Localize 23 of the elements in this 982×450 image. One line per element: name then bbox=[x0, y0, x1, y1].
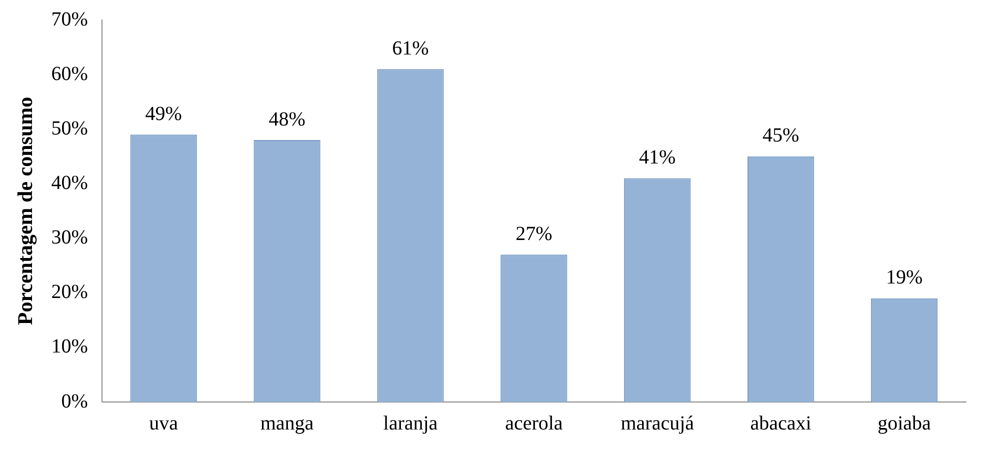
y-tick-label: 50% bbox=[51, 117, 88, 140]
x-tick-label: laranja bbox=[383, 412, 438, 434]
x-tick-label: manga bbox=[260, 412, 314, 434]
data-label: 27% bbox=[516, 222, 552, 245]
y-tick-label: 10% bbox=[51, 336, 88, 358]
y-tick-label: 60% bbox=[51, 62, 88, 85]
x-tick-label: uva bbox=[149, 412, 178, 434]
data-label: 41% bbox=[639, 146, 676, 169]
x-tick-label: maracujá bbox=[620, 412, 694, 434]
y-tick-label: 20% bbox=[51, 281, 88, 304]
x-tick-label: abacaxi bbox=[750, 412, 812, 434]
y-tick-label: 0% bbox=[61, 390, 88, 412]
data-label: 49% bbox=[145, 102, 182, 125]
y-axis-title: Porcentagem de consumo bbox=[13, 96, 38, 326]
data-label: 45% bbox=[762, 124, 800, 147]
data-label: 48% bbox=[268, 108, 306, 130]
y-tick-label: 40% bbox=[51, 172, 88, 194]
data-label: 61% bbox=[392, 37, 429, 60]
y-tick-label: 70% bbox=[51, 8, 88, 30]
x-tick-label: acerola bbox=[505, 412, 563, 434]
x-tick-label: goiaba bbox=[878, 412, 932, 434]
data-label: 19% bbox=[886, 266, 923, 289]
y-tick-label: 30% bbox=[51, 226, 88, 249]
